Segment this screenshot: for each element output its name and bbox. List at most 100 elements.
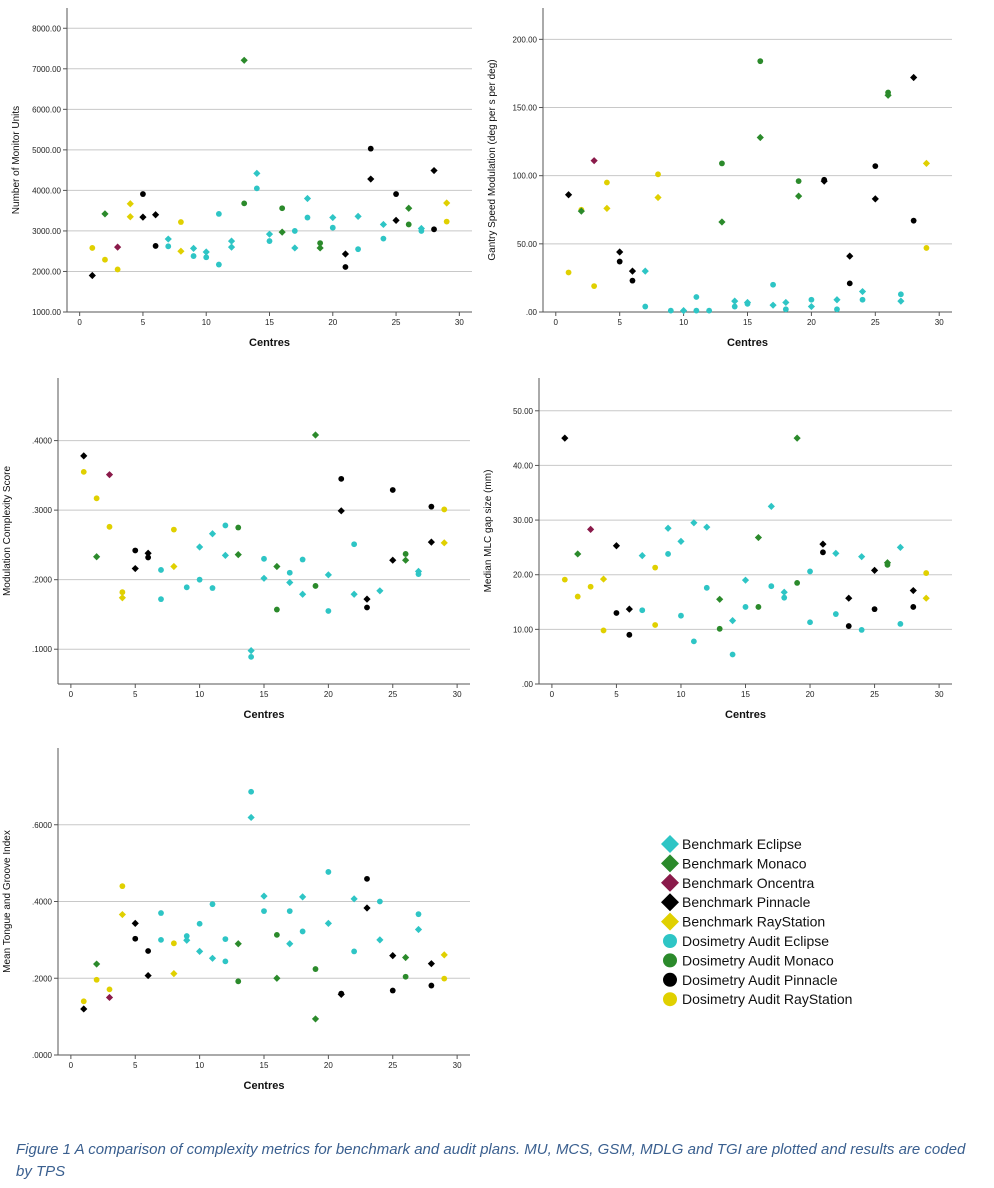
benchmark-point xyxy=(910,73,918,82)
benchmark-point xyxy=(80,452,88,460)
x-axis-label: Centres xyxy=(244,709,285,721)
x-axis-label: Centres xyxy=(725,709,766,721)
audit-point xyxy=(273,931,280,938)
benchmark-point xyxy=(577,207,585,215)
audit-point xyxy=(665,551,671,557)
x-tick-label: 25 xyxy=(392,318,401,327)
benchmark-point xyxy=(677,537,685,545)
audit-point xyxy=(795,178,802,185)
x-tick-label: 30 xyxy=(453,1061,462,1070)
legend-label: Benchmark Pinnacle xyxy=(682,894,811,910)
benchmark-point xyxy=(756,133,764,142)
audit-point xyxy=(183,933,190,939)
benchmark-point xyxy=(628,267,637,275)
audit-point xyxy=(703,584,710,591)
legend-label: Benchmark Monaco xyxy=(682,855,807,871)
x-tick-label: 10 xyxy=(195,690,204,699)
audit-point xyxy=(266,238,273,244)
y-tick-label: 4000.00 xyxy=(32,186,61,195)
x-tick-label: 0 xyxy=(77,318,82,327)
benchmark-point xyxy=(690,519,698,527)
x-tick-label: 10 xyxy=(195,1061,204,1070)
benchmark-point xyxy=(392,216,400,224)
audit-point xyxy=(215,211,222,217)
benchmark-point xyxy=(767,502,775,511)
x-axis-label: Centres xyxy=(249,337,290,349)
audit-point xyxy=(389,987,396,994)
legend-diamond-icon xyxy=(661,912,679,931)
audit-point xyxy=(871,606,878,613)
benchmark-point xyxy=(402,953,410,962)
benchmark-point xyxy=(574,550,582,558)
y-tick-label: 50.00 xyxy=(513,407,534,416)
audit-point xyxy=(222,522,229,529)
audit-point xyxy=(742,604,749,610)
audit-point xyxy=(405,221,412,228)
audit-point xyxy=(119,589,126,596)
audit-point xyxy=(808,296,815,303)
benchmark-point xyxy=(196,947,204,955)
audit-point xyxy=(376,898,383,905)
benchmark-point xyxy=(183,936,191,944)
benchmark-point xyxy=(303,194,312,203)
audit-point xyxy=(655,171,661,178)
benchmark-point xyxy=(780,588,788,596)
benchmark-point xyxy=(427,538,435,546)
x-tick-label: 10 xyxy=(679,318,688,327)
legend-label: Benchmark RayStation xyxy=(682,914,825,930)
benchmark-point xyxy=(131,564,139,573)
audit-point xyxy=(317,240,324,246)
x-tick-label: 10 xyxy=(202,318,211,327)
benchmark-point xyxy=(379,220,388,229)
x-tick-label: 5 xyxy=(141,318,146,327)
benchmark-point xyxy=(151,211,160,219)
y-tick-label: 10.00 xyxy=(513,625,534,634)
benchmark-point xyxy=(845,594,853,602)
benchmark-point xyxy=(440,539,448,547)
audit-point xyxy=(235,978,242,985)
x-tick-label: 5 xyxy=(614,690,619,699)
benchmark-point xyxy=(208,530,217,538)
audit-point xyxy=(132,935,139,942)
benchmark-point xyxy=(105,993,114,1002)
legend-label: Dosimetry Audit Monaco xyxy=(682,952,834,968)
benchmark-point xyxy=(118,910,126,919)
audit-point xyxy=(884,561,891,568)
x-tick-label: 10 xyxy=(677,690,686,699)
audit-point xyxy=(629,277,636,284)
benchmark-point xyxy=(587,525,595,533)
benchmark-point xyxy=(405,204,413,212)
audit-point xyxy=(222,958,229,965)
benchmark-point xyxy=(93,553,101,561)
audit-point xyxy=(304,214,311,221)
benchmark-point xyxy=(612,542,621,550)
benchmark-point xyxy=(253,169,261,177)
y-tick-label: 2000.00 xyxy=(32,267,61,276)
benchmark-point xyxy=(402,556,410,564)
audit-point xyxy=(351,541,358,548)
audit-point xyxy=(132,547,139,554)
audit-point xyxy=(897,620,904,627)
legend-diamond-icon xyxy=(661,854,679,873)
benchmark-point xyxy=(909,586,917,595)
audit-point xyxy=(235,524,242,531)
y-tick-label: 7000.00 xyxy=(32,65,61,74)
audit-point xyxy=(158,910,164,916)
x-tick-label: 15 xyxy=(265,318,274,327)
legend: Benchmark Eclipse Benchmark Monaco Benchma… xyxy=(661,835,852,1007)
audit-point xyxy=(114,266,121,273)
benchmark-point xyxy=(350,895,358,903)
audit-point xyxy=(215,261,222,268)
audit-point xyxy=(604,179,610,186)
x-tick-label: 25 xyxy=(870,690,879,699)
audit-point xyxy=(678,612,684,619)
x-tick-label: 5 xyxy=(133,690,138,699)
audit-point xyxy=(834,306,840,313)
audit-point xyxy=(443,218,450,225)
audit-point xyxy=(273,606,280,613)
audit-point xyxy=(183,584,190,591)
audit-point xyxy=(286,569,293,576)
audit-point xyxy=(145,554,152,561)
audit-point xyxy=(587,583,594,590)
